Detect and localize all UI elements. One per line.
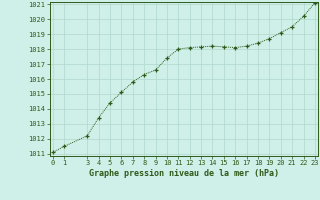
X-axis label: Graphe pression niveau de la mer (hPa): Graphe pression niveau de la mer (hPa) [89, 169, 279, 178]
